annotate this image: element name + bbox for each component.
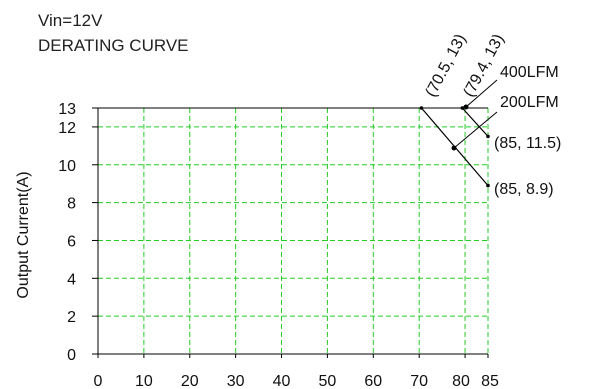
leader-dot	[463, 104, 469, 110]
x-tick-label: 85	[481, 373, 499, 389]
x-tick-label: 10	[135, 373, 153, 389]
x-tick-label: 60	[364, 373, 382, 389]
series-line-400lfm	[461, 107, 489, 137]
chart-title: Vin=12V	[38, 11, 103, 30]
leader-line	[465, 79, 498, 108]
x-tick-label: 50	[319, 373, 337, 389]
chart-subtitle: DERATING CURVE	[38, 36, 189, 55]
series-point-400lfm	[486, 134, 490, 139]
point-annotation: (85, 11.5)	[494, 135, 561, 152]
leader-dot	[451, 145, 457, 151]
series-point-200lfm	[419, 106, 424, 110]
y-tick-label: 13	[58, 101, 76, 118]
x-tick-label: 70	[410, 373, 428, 389]
y-tick-label: 8	[67, 196, 76, 213]
x-tick-label: 30	[227, 373, 245, 389]
y-axis-label: Output Current(A)	[15, 171, 32, 298]
y-tick-label: 12	[58, 120, 76, 137]
series-point-400lfm	[460, 106, 465, 110]
y-tick-label: 0	[67, 347, 76, 364]
series-point-200lfm	[486, 183, 490, 188]
y-tick-label: 2	[67, 309, 76, 326]
leader-line	[453, 111, 498, 149]
y-tick-label: 4	[67, 271, 76, 288]
y-tick-label: 6	[67, 233, 76, 250]
x-tick-label: 80	[452, 373, 470, 389]
y-tick-label: 10	[58, 158, 76, 175]
x-tick-label: 0	[94, 373, 103, 389]
series-label: 400LFM	[500, 64, 559, 81]
x-tick-label: 20	[181, 373, 199, 389]
point-annotation: (85, 8.9)	[494, 181, 554, 198]
series-label: 200LFM	[500, 94, 559, 111]
x-tick-label: 40	[273, 373, 291, 389]
